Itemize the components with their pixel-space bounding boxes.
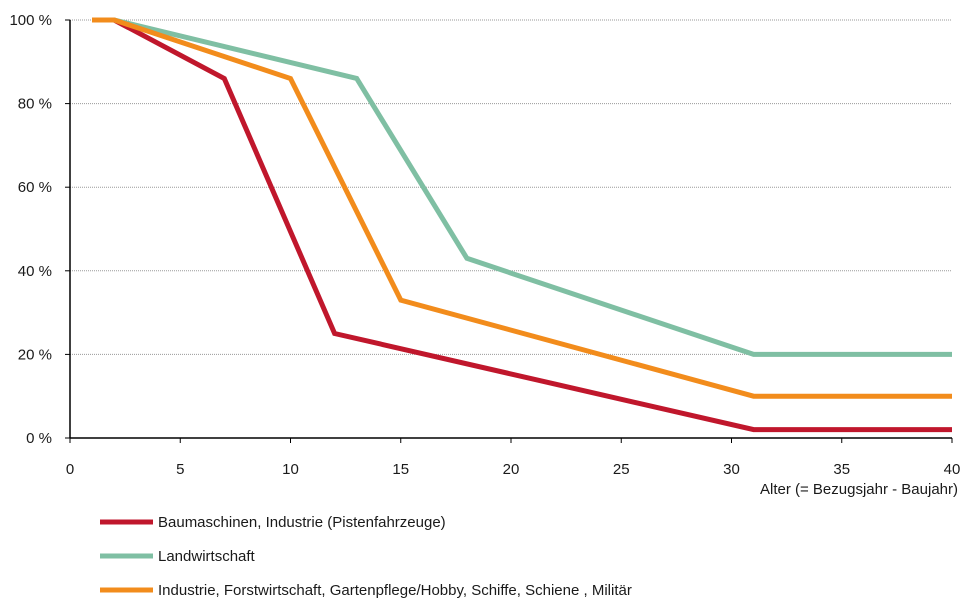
x-tick-label: 5: [176, 461, 184, 478]
x-tick-label: 20: [503, 461, 520, 478]
legend-label-3: Industrie, Forstwirtschaft, Gartenpflege…: [158, 582, 632, 599]
x-tick-label: 15: [392, 461, 409, 478]
y-tick-label: 0 %: [26, 430, 52, 447]
y-tick-label: 40 %: [18, 263, 52, 280]
x-tick-labels: 0 5 10 15 20 25 30 35 40: [66, 461, 961, 478]
y-tick-label: 80 %: [18, 96, 52, 113]
y-tick-label: 60 %: [18, 179, 52, 196]
series-line-3: [92, 17, 952, 399]
legend-label-2: Landwirtschaft: [158, 548, 256, 565]
y-tick-labels: 0 % 20 % 40 % 60 % 80 % 100 %: [9, 12, 52, 447]
x-tick-label: 10: [282, 461, 299, 478]
y-tick-label: 100 %: [9, 12, 52, 29]
x-tick-label: 0: [66, 461, 74, 478]
axes: [69, 20, 953, 443]
series-lines: [92, 17, 952, 433]
legend-label-1: Baumaschinen, Industrie (Pistenfahrzeuge…: [158, 514, 446, 531]
x-tick-label: 35: [833, 461, 850, 478]
series-line-1: [92, 17, 952, 433]
x-tick-label: 25: [613, 461, 630, 478]
y-tick-label: 20 %: [18, 346, 52, 363]
x-axis-title: Alter (= Bezugsjahr - Baujahr): [760, 481, 958, 498]
x-tick-label: 40: [944, 461, 961, 478]
legend: Baumaschinen, Industrie (Pistenfahrzeuge…: [100, 514, 632, 599]
x-tick-label: 30: [723, 461, 740, 478]
